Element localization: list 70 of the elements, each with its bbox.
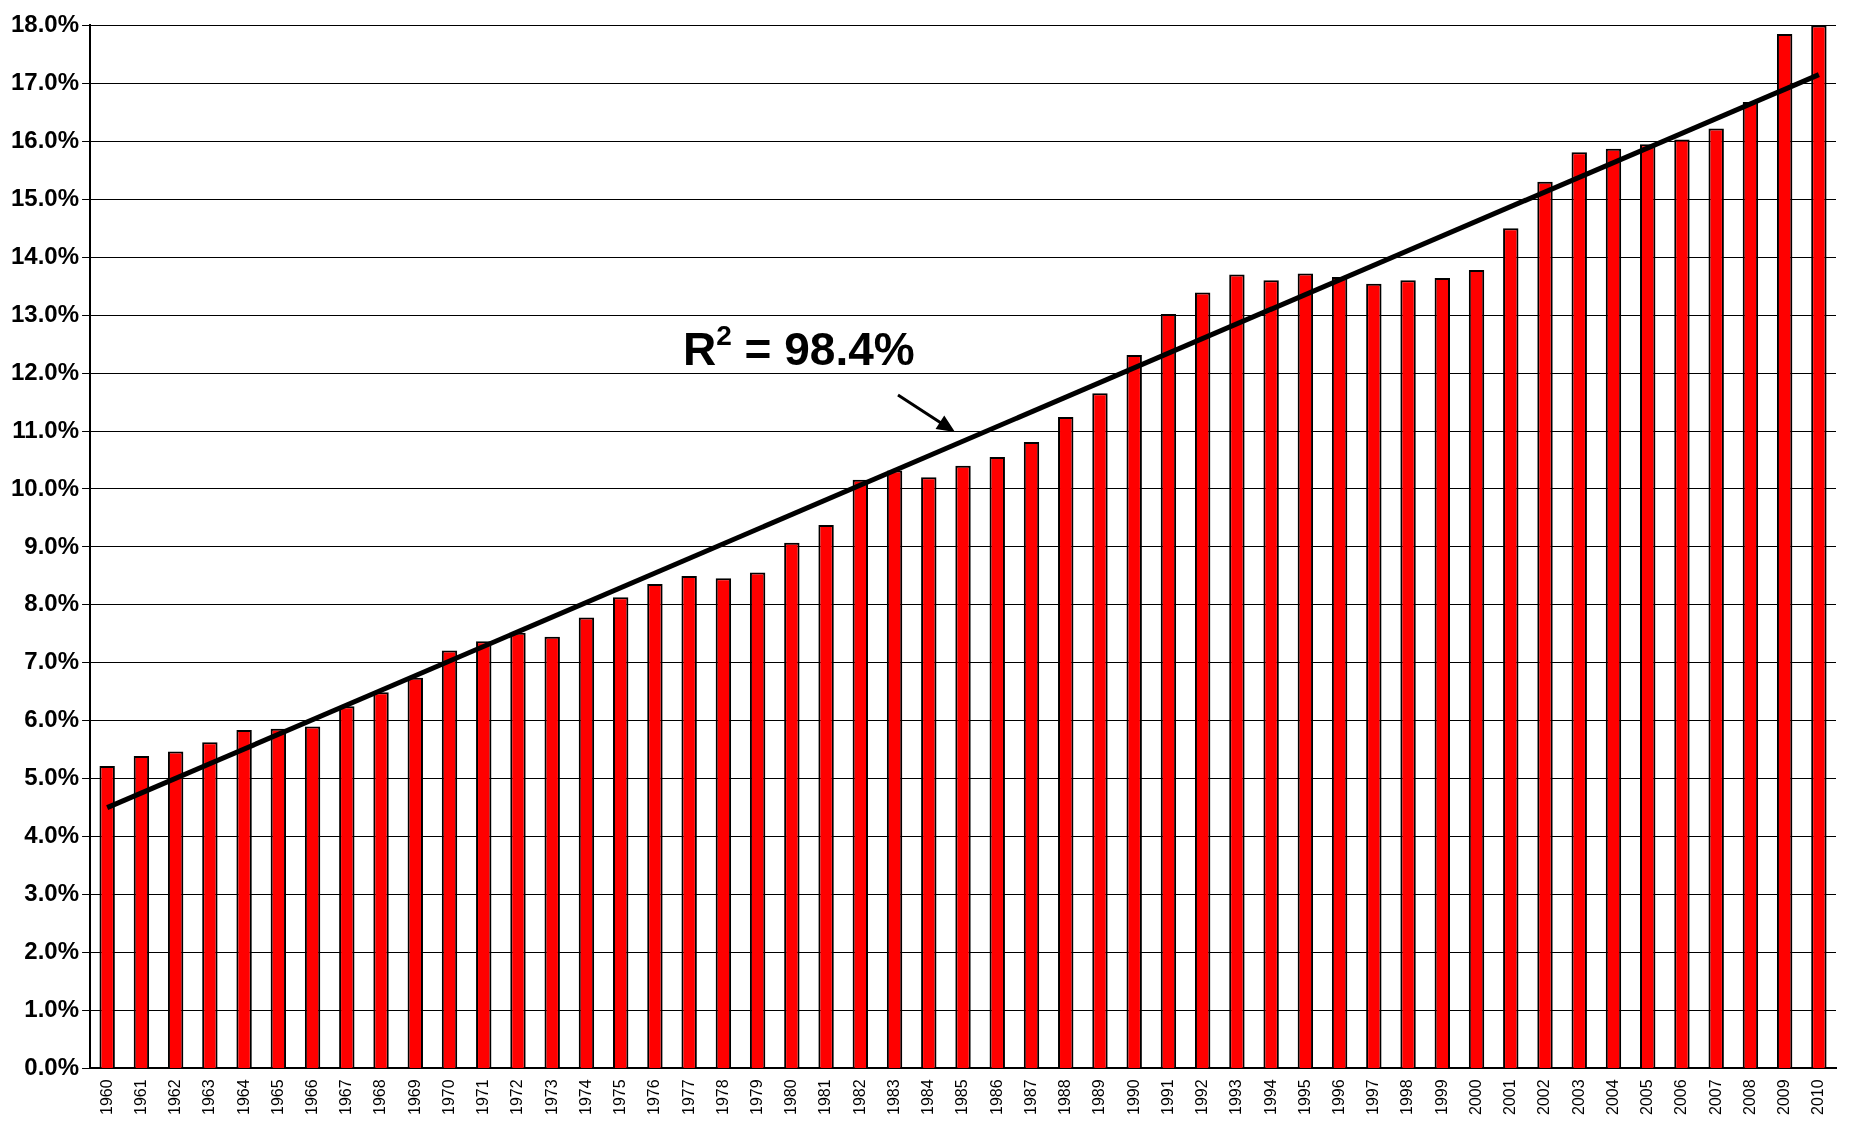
x-tick-label: 2006	[1672, 1079, 1690, 1115]
y-tick-label: 15.0%	[10, 183, 80, 211]
y-tick-label: 16.0%	[10, 125, 80, 153]
y-tick-label: 9.0%	[24, 531, 80, 559]
y-tick-label: 6.0%	[24, 705, 80, 733]
x-tick-label: 1975	[611, 1079, 629, 1115]
x-tick-label: 1992	[1193, 1079, 1211, 1115]
x-tick-label: 1985	[953, 1079, 971, 1115]
y-tick-label: 13.0%	[10, 299, 80, 327]
y-tick-label: 5.0%	[24, 763, 80, 791]
x-tick-label: 1967	[337, 1079, 355, 1115]
x-tick-label: 1989	[1090, 1079, 1108, 1115]
x-tick-label: 1963	[200, 1079, 218, 1115]
x-tick-label: 1969	[405, 1079, 423, 1115]
y-tick-label: 18.0%	[10, 10, 80, 38]
x-tick-label: 2003	[1569, 1079, 1587, 1115]
x-tick-label: 1968	[371, 1079, 389, 1115]
y-tick-label: 11.0%	[12, 415, 80, 443]
x-tick-label: 1973	[542, 1079, 560, 1115]
y-tick-label: 17.0%	[10, 67, 80, 95]
x-tick-label: 1981	[816, 1079, 834, 1115]
x-tick-label: 1988	[1056, 1079, 1074, 1115]
x-tick-label: 2005	[1638, 1079, 1656, 1115]
x-tick-label: 1971	[474, 1079, 492, 1115]
y-tick-label: 14.0%	[10, 241, 80, 269]
x-tick-label: 1974	[576, 1079, 594, 1115]
x-tick-label: 2007	[1706, 1079, 1724, 1115]
x-tick-label: 1979	[748, 1079, 766, 1115]
x-tick-label: 2004	[1603, 1079, 1621, 1115]
x-tick-label: 1987	[1021, 1079, 1039, 1115]
x-tick-label: 1970	[439, 1079, 457, 1115]
x-tick-label: 1997	[1364, 1079, 1382, 1115]
x-tick-label: 1962	[166, 1079, 184, 1115]
x-tick-label: 2010	[1809, 1079, 1827, 1115]
x-tick-label: 1991	[1158, 1079, 1176, 1115]
x-tick-label: 1980	[782, 1079, 800, 1115]
x-tick-label: 2001	[1501, 1079, 1519, 1115]
x-tick-label: 2002	[1535, 1079, 1553, 1115]
x-tick-label: 1966	[302, 1079, 320, 1115]
x-tick-label: 1995	[1295, 1079, 1313, 1115]
x-tick-label: 1996	[1330, 1079, 1348, 1115]
x-tick-label: 2009	[1775, 1079, 1793, 1115]
y-tick-label: 0.0%	[24, 1053, 80, 1081]
x-tick-label: 1990	[1124, 1079, 1142, 1115]
y-tick-label: 8.0%	[24, 589, 80, 617]
y-tick-label: 12.0%	[10, 357, 80, 385]
x-tick-label: 1983	[884, 1079, 902, 1115]
x-tick-label: 1964	[234, 1079, 252, 1115]
x-tick-label: 2000	[1466, 1079, 1484, 1115]
y-tick-label: 3.0%	[24, 879, 80, 907]
x-tick-label: 1982	[850, 1079, 868, 1115]
y-tick-label: 10.0%	[10, 473, 80, 501]
x-tick-label: 1972	[508, 1079, 526, 1115]
x-tick-label: 1998	[1398, 1079, 1416, 1115]
x-tick-label: 1993	[1227, 1079, 1245, 1115]
x-tick-label: 1986	[987, 1079, 1005, 1115]
x-tick-label: 1994	[1261, 1079, 1279, 1115]
x-tick-label: 1976	[645, 1079, 663, 1115]
x-tick-label: 1978	[713, 1079, 731, 1115]
x-tick-label: 1961	[131, 1079, 149, 1115]
x-tick-label: 1960	[97, 1079, 115, 1115]
y-tick-label: 2.0%	[24, 937, 80, 965]
x-tick-label: 1999	[1432, 1079, 1450, 1115]
y-tick-label: 1.0%	[24, 995, 80, 1023]
x-tick-label: 1984	[919, 1079, 937, 1115]
x-tick-label: 1977	[679, 1079, 697, 1115]
y-tick-label: 4.0%	[24, 821, 80, 849]
y-tick-label: 7.0%	[24, 647, 80, 675]
x-tick-label: 2008	[1740, 1079, 1758, 1115]
x-tick-label: 1965	[268, 1079, 286, 1115]
